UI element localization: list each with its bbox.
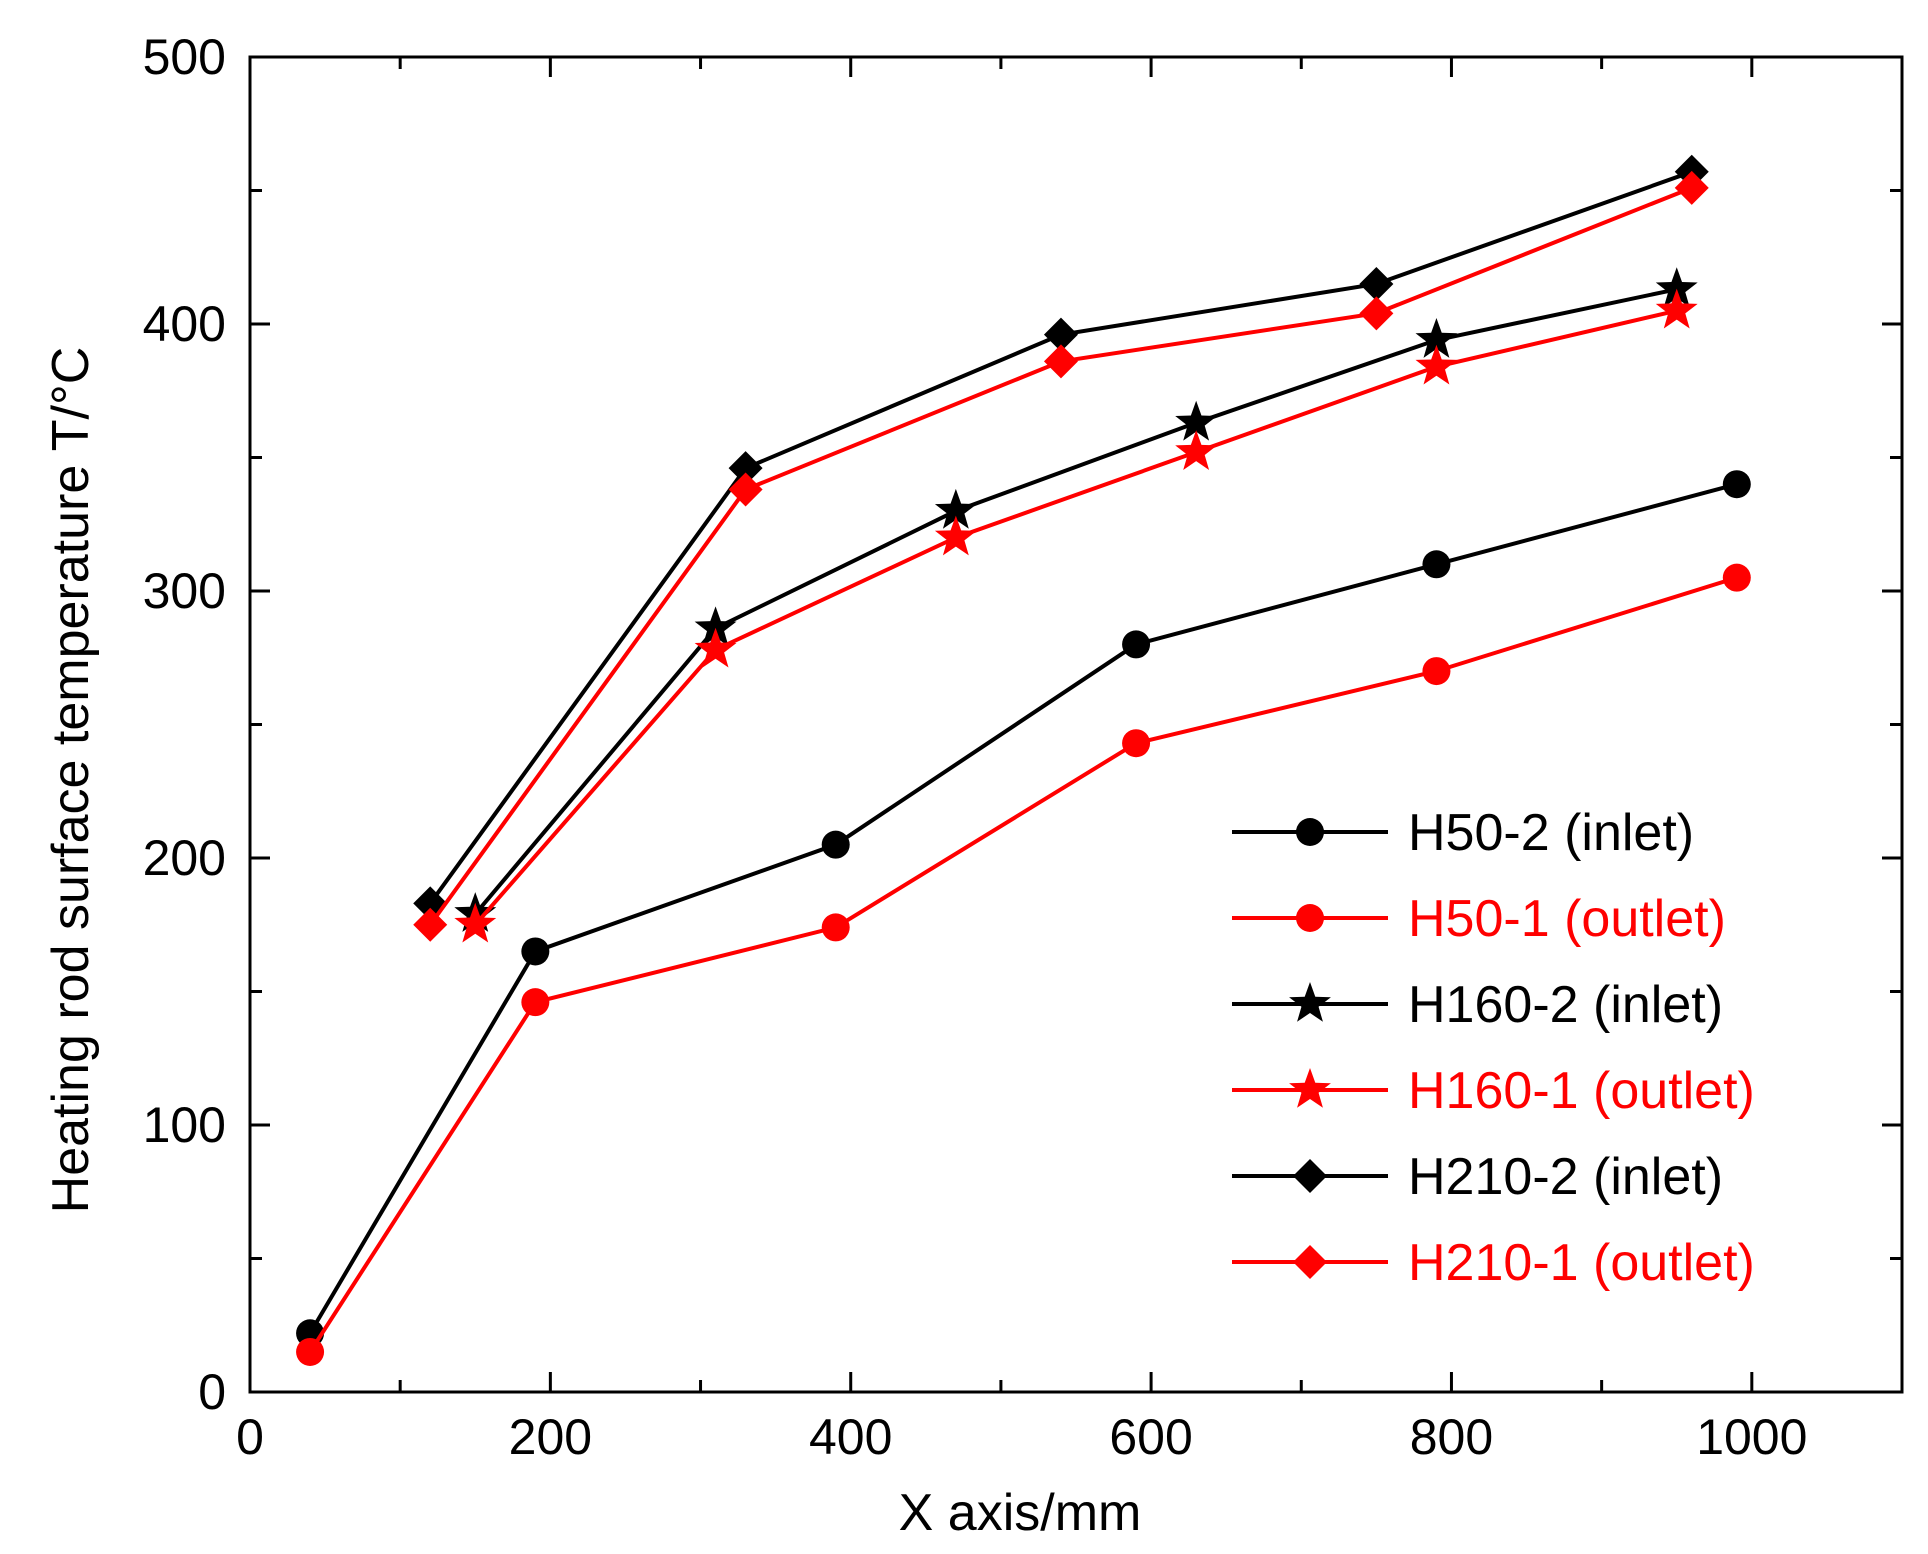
legend-label: H50-1 (outlet) [1408, 890, 1726, 948]
x-tick-label: 800 [1410, 1409, 1493, 1465]
series-line [308, 482, 1738, 1335]
axis-ticks [248, 55, 1904, 1394]
x-tick-label: 400 [809, 1409, 892, 1465]
data-point [821, 913, 850, 942]
y-tick-label: 200 [143, 830, 226, 886]
series-line [473, 308, 1678, 927]
data-point [296, 1337, 325, 1366]
x-tick-label: 600 [1109, 1409, 1192, 1465]
data-point [1122, 729, 1151, 758]
data-point [521, 937, 550, 966]
data-point [1655, 267, 1698, 308]
legend-label: H210-1 (outlet) [1408, 1234, 1755, 1292]
data-point [1359, 296, 1394, 331]
data-point [1122, 630, 1151, 659]
data-point [1422, 657, 1451, 686]
series-layer [296, 154, 1751, 1366]
data-point [413, 907, 448, 942]
data-point [934, 488, 977, 529]
data-point [1043, 344, 1078, 379]
x-axis-title: X axis/mm [899, 1484, 1142, 1542]
series-line [428, 169, 1693, 905]
x-tick-labels: 0 200 400 600 800 1000 [236, 1409, 1807, 1465]
x-tick-label: 1000 [1696, 1409, 1807, 1465]
legend-label: H50-2 (inlet) [1408, 804, 1694, 862]
x-tick-label: 200 [509, 1409, 592, 1465]
y-axis-title: Heating rod surface temperature T/°C [42, 347, 100, 1214]
data-point [934, 515, 977, 556]
data-point [1422, 550, 1451, 579]
y-tick-label: 100 [143, 1097, 226, 1153]
legend: H50-2 (inlet) H50-1 (outlet) H160-2 (inlet… [1232, 804, 1755, 1292]
legend-item: H160-2 (inlet) [1232, 976, 1723, 1034]
y-tick-label: 500 [143, 29, 226, 85]
data-point [1043, 317, 1078, 352]
legend-item: H210-2 (inlet) [1232, 1148, 1723, 1206]
data-point [1359, 266, 1394, 301]
series-line [308, 575, 1738, 1354]
data-point [1722, 563, 1751, 592]
legend-item: H210-1 (outlet) [1232, 1234, 1755, 1292]
data-point [728, 451, 763, 486]
legend-label: H160-1 (outlet) [1408, 1062, 1755, 1120]
data-point [728, 472, 763, 507]
data-point [1415, 318, 1458, 358]
legend-label: H160-2 (inlet) [1408, 976, 1723, 1034]
legend-marker [1296, 818, 1324, 846]
series-line [473, 287, 1678, 916]
y-tick-labels: 0 100 200 300 400 500 [143, 29, 226, 1420]
legend-label: H210-2 (inlet) [1408, 1148, 1723, 1206]
y-tick-label: 400 [143, 296, 226, 352]
data-point [521, 988, 550, 1017]
data-point [1175, 400, 1218, 441]
series-h50-1-outlet [296, 563, 1751, 1366]
data-point [821, 830, 850, 859]
data-point [454, 902, 497, 943]
legend-item: H160-1 (outlet) [1232, 1062, 1755, 1120]
data-point [1175, 430, 1218, 470]
legend-marker [1289, 1068, 1331, 1108]
series-h160-1-outlet [454, 288, 1698, 943]
data-point [1674, 170, 1709, 205]
legend-marker [1289, 982, 1331, 1022]
legend-marker [1296, 904, 1324, 932]
series-h210-1-outlet [413, 170, 1709, 942]
y-tick-label: 0 [198, 1364, 226, 1420]
data-point [1722, 470, 1751, 499]
x-tick-label: 0 [236, 1409, 264, 1465]
legend-marker [1293, 1245, 1327, 1279]
data-point [1415, 344, 1458, 385]
data-point [694, 627, 737, 668]
legend-marker [1293, 1159, 1327, 1193]
data-point [694, 606, 737, 647]
legend-item: H50-1 (outlet) [1232, 890, 1726, 948]
y-tick-label: 300 [143, 563, 226, 619]
data-point [1655, 288, 1698, 329]
legend-item: H50-2 (inlet) [1232, 804, 1694, 862]
